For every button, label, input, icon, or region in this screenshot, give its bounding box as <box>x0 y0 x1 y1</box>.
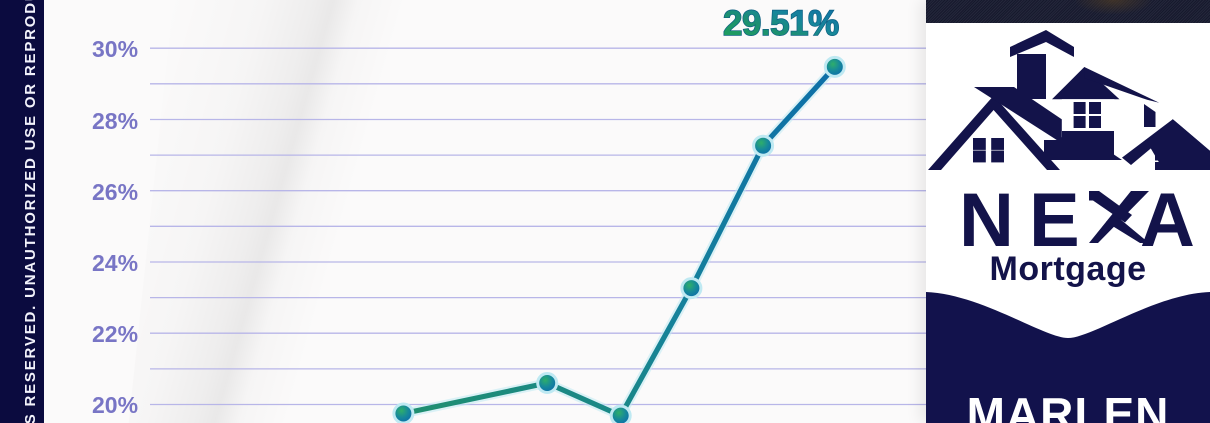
svg-text:28%: 28% <box>92 108 138 134</box>
svg-text:30%: 30% <box>92 36 138 62</box>
svg-text:26%: 26% <box>92 179 138 205</box>
svg-text:22%: 22% <box>92 321 138 347</box>
svg-text:24%: 24% <box>92 250 138 276</box>
svg-text:29.51%: 29.51% <box>723 4 839 43</box>
svg-text:20%: 20% <box>92 392 138 418</box>
